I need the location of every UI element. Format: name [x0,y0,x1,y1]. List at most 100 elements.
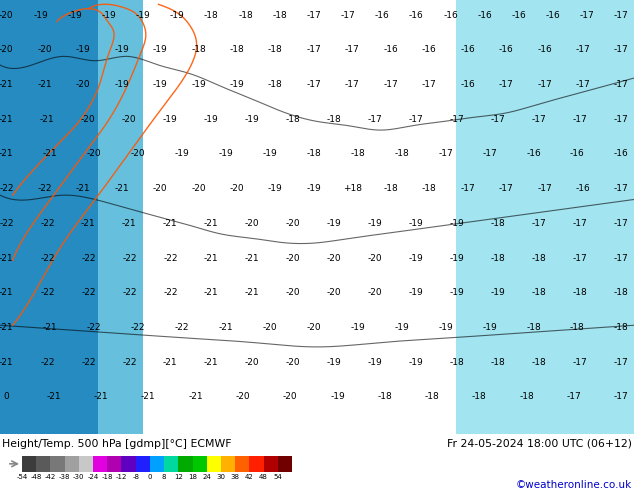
Text: -16: -16 [375,11,389,20]
Text: -19: -19 [262,149,277,158]
Text: -22: -22 [81,358,96,367]
Text: -19: -19 [482,323,497,332]
Text: -21: -21 [0,288,14,297]
Bar [107,456,122,472]
Bar [51,456,65,472]
Text: -19: -19 [409,288,424,297]
Text: -20: -20 [368,253,383,263]
Text: -19: -19 [230,80,244,89]
Text: -17: -17 [450,115,465,124]
Text: -22: -22 [81,288,96,297]
Text: -19: -19 [67,11,82,20]
Text: -8: -8 [132,474,139,480]
Text: -21: -21 [0,115,14,124]
Text: -18: -18 [519,392,534,401]
Text: -22: -22 [0,219,13,228]
Text: -18: -18 [394,149,409,158]
Text: -19: -19 [101,11,116,20]
Text: -17: -17 [614,184,629,193]
Text: -22: -22 [87,323,101,332]
Text: -21: -21 [245,288,260,297]
Text: -19: -19 [491,288,506,297]
Text: -17: -17 [532,115,547,124]
Text: -17: -17 [573,115,588,124]
Text: -38: -38 [59,474,70,480]
Text: -21: -21 [204,358,219,367]
Text: -21: -21 [0,253,14,263]
Text: -21: -21 [204,253,219,263]
Text: 0: 0 [3,392,10,401]
Text: 38: 38 [231,474,240,480]
Text: -18: -18 [101,474,113,480]
Text: -17: -17 [345,46,359,54]
Text: -42: -42 [45,474,56,480]
Text: -19: -19 [191,80,206,89]
Text: -21: -21 [40,115,55,124]
Text: -17: -17 [306,11,321,20]
Text: -20: -20 [0,46,14,54]
Text: -19: -19 [170,11,184,20]
Text: -18: -18 [327,115,342,124]
Text: -17: -17 [614,80,629,89]
Text: -18: -18 [491,219,506,228]
Bar [150,456,164,472]
Bar [249,456,264,472]
Text: -22: -22 [0,184,13,193]
Text: -19: -19 [76,46,91,54]
Text: -16: -16 [422,46,437,54]
Text: -18: -18 [422,184,437,193]
Text: -20: -20 [327,253,342,263]
Text: -21: -21 [122,219,137,228]
Text: -19: -19 [450,253,465,263]
Text: -21: -21 [219,323,233,332]
Text: -18: -18 [472,392,487,401]
Text: -17: -17 [482,149,497,158]
Text: -19: -19 [136,11,150,20]
Text: -17: -17 [340,11,356,20]
Text: -17: -17 [384,80,398,89]
Text: -16: -16 [384,46,398,54]
Text: +18: +18 [343,184,362,193]
Text: -18: -18 [286,115,301,124]
Text: -19: -19 [368,219,383,228]
Text: -16: -16 [498,46,514,54]
Text: 48: 48 [259,474,268,480]
Text: -20: -20 [131,149,145,158]
Text: -20: -20 [286,288,301,297]
Text: -19: -19 [153,46,167,54]
Bar [278,456,292,472]
Text: -20: -20 [37,46,52,54]
Text: -20: -20 [122,115,137,124]
Text: -21: -21 [76,184,91,193]
FancyBboxPatch shape [0,0,98,434]
Text: -21: -21 [245,253,260,263]
Text: -20: -20 [0,11,14,20]
Text: -21: -21 [0,323,14,332]
Text: ©weatheronline.co.uk: ©weatheronline.co.uk [515,480,632,490]
Text: -54: -54 [16,474,28,480]
Text: -21: -21 [141,392,155,401]
Text: -24: -24 [87,474,99,480]
Text: -21: -21 [37,80,52,89]
Text: -17: -17 [498,184,514,193]
Text: -19: -19 [409,358,424,367]
Text: -18: -18 [268,46,283,54]
Bar [79,456,93,472]
Text: -20: -20 [368,288,383,297]
Bar [207,456,221,472]
Text: -21: -21 [43,323,58,332]
Text: -19: -19 [204,115,219,124]
Text: -21: -21 [46,392,61,401]
Text: -20: -20 [76,80,91,89]
Text: -16: -16 [526,149,541,158]
Text: 24: 24 [202,474,211,480]
Text: 42: 42 [245,474,254,480]
Text: -22: -22 [40,219,55,228]
Text: -18: -18 [204,11,219,20]
Text: -19: -19 [306,184,321,193]
Text: -17: -17 [438,149,453,158]
Text: -19: -19 [114,80,129,89]
Text: -16: -16 [409,11,424,20]
Text: -22: -22 [122,253,136,263]
Text: -20: -20 [191,184,206,193]
